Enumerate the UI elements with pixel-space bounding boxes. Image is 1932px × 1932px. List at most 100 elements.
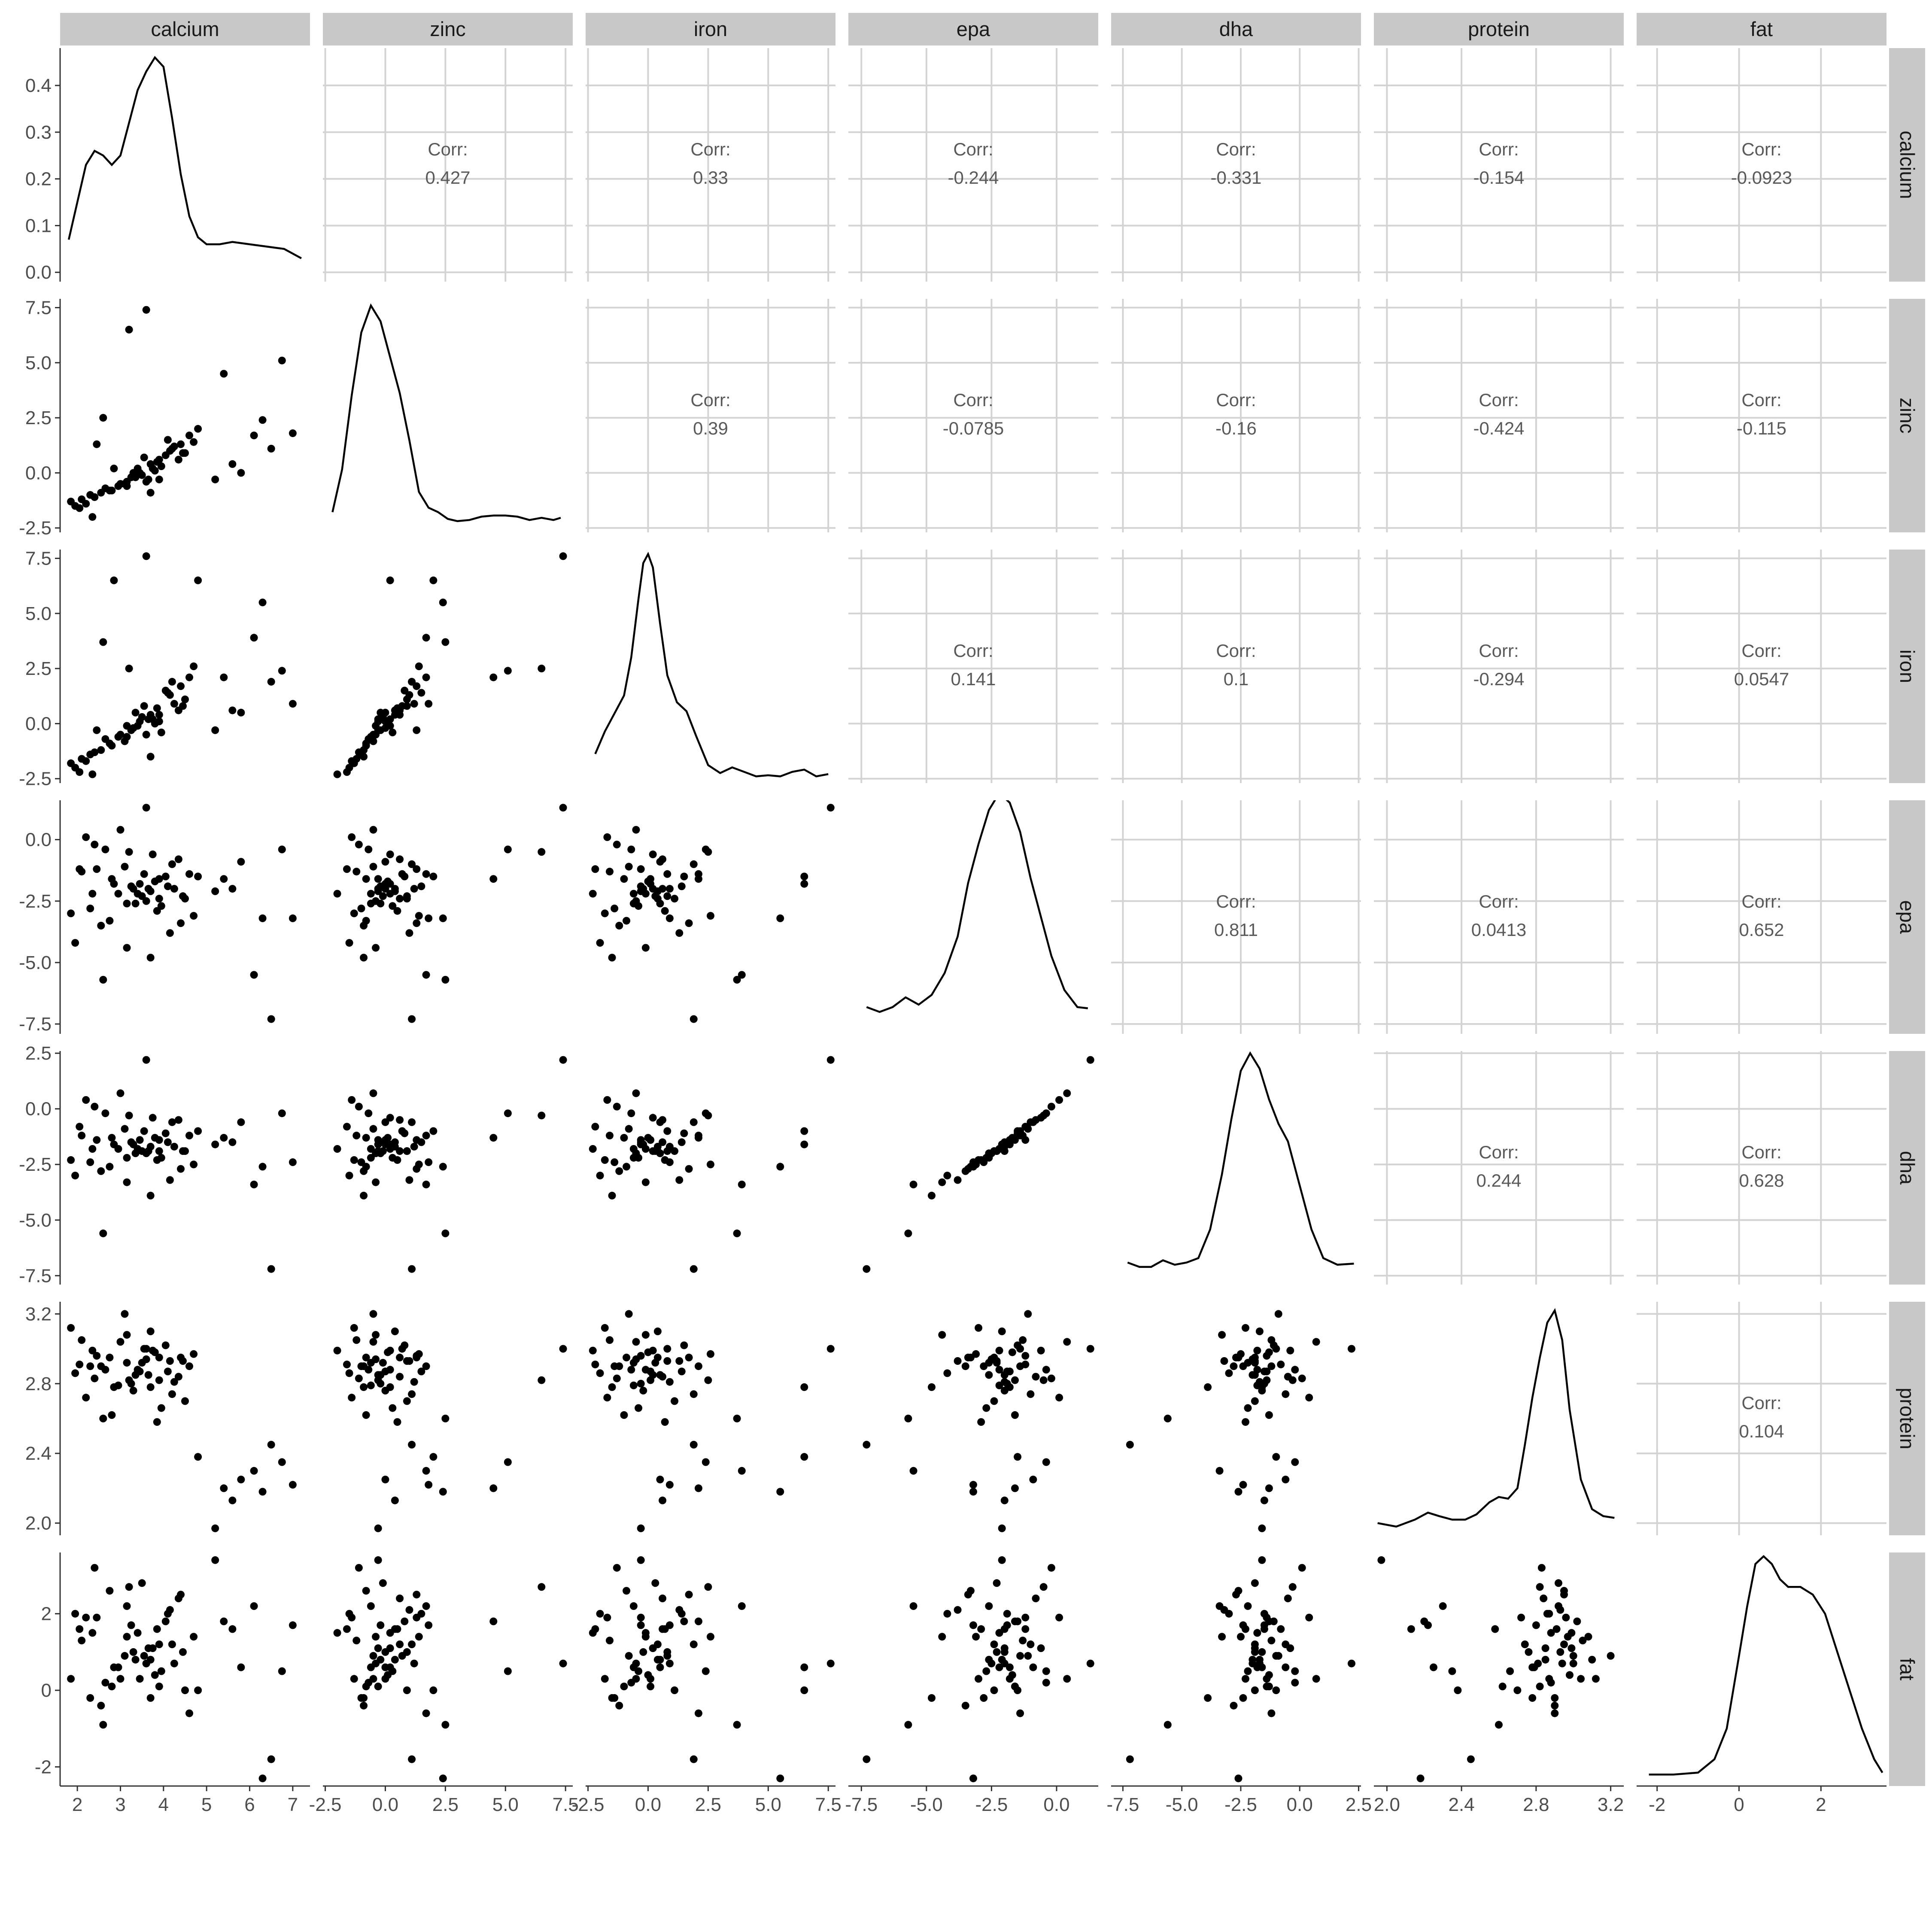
corr-value: -0.16: [1215, 418, 1257, 438]
data-point: [82, 500, 90, 508]
data-point: [637, 1556, 645, 1564]
data-point: [665, 885, 674, 893]
y-tick-label: -2.5: [19, 891, 52, 912]
data-point: [146, 489, 155, 497]
data-point: [146, 1694, 155, 1702]
data-point: [99, 1229, 107, 1237]
data-point: [982, 1667, 990, 1675]
corr-label: Corr:: [690, 139, 730, 159]
data-point: [190, 912, 198, 920]
data-point: [190, 1350, 198, 1358]
x-axis-protein: 2.0 2.4 2.8 3.2: [1374, 1785, 1624, 1815]
data-point: [220, 875, 228, 883]
data-point: [738, 1602, 746, 1610]
data-point: [386, 1346, 394, 1355]
data-point: [345, 939, 353, 947]
data-point: [589, 890, 597, 898]
panel-protein-protein: [1377, 1308, 1615, 1528]
data-point: [153, 1156, 161, 1164]
data-point: [998, 1524, 1006, 1532]
data-point: [441, 1721, 450, 1729]
data-point: [114, 1145, 122, 1153]
data-point: [138, 892, 146, 900]
data-point: [114, 1381, 122, 1389]
data-point: [975, 1324, 983, 1332]
data-point: [71, 1610, 79, 1618]
data-point: [620, 875, 628, 883]
data-point: [396, 1353, 404, 1361]
corr-value: 0.1: [1224, 669, 1249, 689]
data-point: [613, 1374, 621, 1382]
data-point: [168, 677, 176, 686]
data-point: [237, 708, 245, 717]
data-point: [800, 1663, 808, 1671]
density-curve-calcium: [67, 56, 302, 259]
data-point: [155, 1376, 163, 1384]
data-point: [250, 971, 258, 979]
data-point: [632, 1355, 640, 1363]
data-point: [179, 1648, 187, 1656]
corr-label: Corr:: [953, 139, 993, 159]
data-point: [110, 465, 118, 473]
data-point: [267, 1015, 275, 1023]
data-point: [114, 1663, 122, 1671]
data-point: [194, 425, 202, 433]
data-point: [559, 804, 567, 812]
data-point: [591, 1123, 599, 1131]
data-point: [413, 919, 421, 927]
data-point: [439, 598, 447, 607]
data-point: [776, 1774, 784, 1783]
data-point: [1230, 1362, 1238, 1370]
data-point: [738, 971, 746, 979]
data-point: [136, 880, 144, 888]
data-point: [665, 1481, 674, 1489]
data-point: [1288, 1583, 1297, 1591]
data-point: [360, 1167, 368, 1175]
data-point: [938, 1178, 946, 1186]
data-point: [627, 1366, 635, 1374]
data-point: [177, 1591, 185, 1599]
data-point: [91, 493, 99, 501]
data-point: [131, 1656, 140, 1664]
data-point: [194, 872, 202, 881]
data-point: [1555, 1579, 1562, 1587]
scatter-points: [67, 306, 297, 521]
x-tick-label: 3.2: [1598, 1794, 1624, 1815]
y-tick-label: 2.5: [25, 407, 52, 428]
panel-calcium-dha: Corr: -0.331: [1111, 48, 1361, 282]
data-point: [99, 1415, 107, 1422]
data-point: [194, 1686, 202, 1694]
data-point: [489, 673, 498, 681]
data-point: [401, 1617, 409, 1625]
strip-right-bg: [1889, 299, 1925, 532]
data-point: [101, 1679, 109, 1687]
data-point: [146, 753, 155, 761]
data-point: [99, 638, 107, 646]
data-point: [596, 939, 604, 947]
y-tick-label: 2.0: [25, 1513, 52, 1534]
data-point: [413, 1165, 421, 1173]
data-point: [174, 456, 182, 464]
data-point: [1000, 1387, 1009, 1394]
data-point: [403, 1648, 411, 1656]
data-point: [237, 469, 245, 477]
scatter-points: [589, 804, 835, 1023]
data-point: [977, 1418, 985, 1426]
data-point: [969, 1774, 977, 1783]
x-axis-iron: -2.5 0.0 2.5 5.0 7.5: [572, 1785, 841, 1815]
panel-iron-fat: Corr: 0.0547: [1637, 550, 1886, 783]
x-tick-label: 0.0: [372, 1794, 398, 1815]
data-point: [142, 478, 150, 486]
data-point: [166, 1176, 174, 1184]
data-point: [389, 902, 397, 910]
data-point: [954, 1357, 962, 1365]
strip-top-label: iron: [694, 18, 727, 40]
data-point: [125, 1583, 133, 1591]
data-point: [101, 735, 109, 743]
y-tick-label: 5.0: [25, 352, 52, 374]
data-point: [425, 700, 433, 708]
data-point: [1204, 1694, 1212, 1702]
x-tick-label: 5.0: [755, 1794, 781, 1815]
data-point: [146, 1142, 155, 1151]
panel-calcium-epa: Corr: -0.244: [848, 48, 1098, 282]
